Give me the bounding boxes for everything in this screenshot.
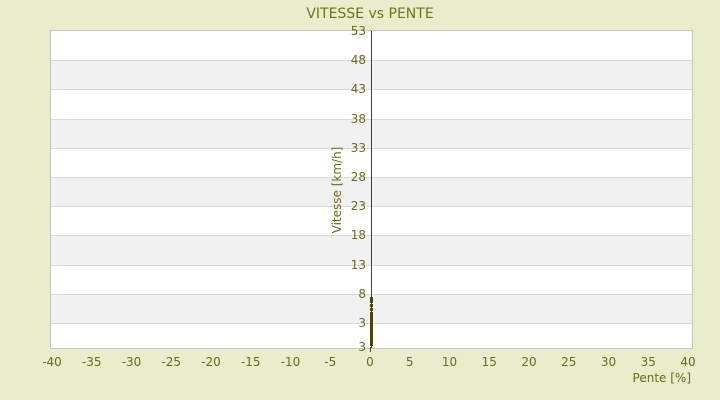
x-axis-tick-label: 10	[441, 355, 458, 369]
x-axis-tick-label: 35	[640, 355, 656, 369]
y-axis-min-label: 3	[358, 340, 366, 354]
x-axis-tick-label: 40	[680, 355, 696, 369]
x-axis-tick-label: -20	[201, 355, 221, 369]
chart-title: VITESSE vs PENTE	[306, 6, 434, 22]
data-point	[370, 312, 373, 315]
data-point	[370, 333, 373, 336]
data-point	[370, 318, 373, 321]
x-axis-zero-tick	[370, 347, 371, 352]
y-axis-title: Vitesse [km/h]	[330, 146, 344, 234]
y-axis-tick-label: 43	[350, 82, 366, 96]
y-axis-tick-label: 48	[350, 53, 366, 67]
data-point	[370, 322, 373, 325]
x-axis-tick-label: -30	[121, 355, 142, 369]
data-point	[370, 315, 373, 318]
y-axis-tick-label: 33	[350, 141, 366, 155]
data-point	[370, 343, 373, 346]
x-axis-tick-label: -40	[42, 355, 62, 369]
x-axis-tick-label: 0	[366, 355, 374, 369]
y-axis-tick-label: 28	[350, 170, 366, 184]
data-point	[370, 324, 373, 327]
data-point	[370, 300, 373, 303]
data-point	[370, 308, 373, 311]
y-axis-tick-label: 38	[350, 112, 366, 126]
x-axis-tick-label: 25	[561, 355, 577, 369]
data-point	[370, 326, 373, 329]
data-point	[370, 335, 373, 338]
y-axis-tick-label: 53	[350, 24, 366, 38]
y-axis-line	[371, 31, 372, 348]
y-axis-tick-label: 8	[358, 287, 366, 301]
x-axis-tick-label: -35	[81, 355, 102, 369]
data-point	[370, 330, 373, 333]
x-axis-tick-label: -10	[280, 355, 301, 369]
data-point	[370, 328, 373, 331]
x-axis-tick-label: -15	[240, 355, 261, 369]
y-axis-tick-label: 18	[350, 228, 366, 242]
data-point	[370, 340, 373, 343]
data-point	[370, 297, 373, 300]
x-axis-tick-label: -5	[324, 355, 337, 369]
y-axis-tick-label: 13	[350, 258, 366, 272]
data-point	[370, 304, 373, 307]
data-point	[370, 320, 373, 323]
x-axis-tick-label: 20	[521, 355, 537, 369]
y-axis-tick-label: 23	[350, 199, 366, 213]
plot-area: 53 48 43 38 33 28 23 18 13 8 3 3	[50, 24, 693, 354]
y-axis-tick-label: 3	[358, 316, 366, 330]
x-axis-tick-label: 30	[600, 355, 617, 369]
data-point	[370, 337, 373, 340]
x-axis-title: Pente [%]	[632, 371, 691, 385]
x-axis-tick-label: 5	[405, 355, 414, 369]
x-axis-tick-label: 15	[481, 355, 497, 369]
x-axis-tick-label: -25	[161, 355, 182, 369]
